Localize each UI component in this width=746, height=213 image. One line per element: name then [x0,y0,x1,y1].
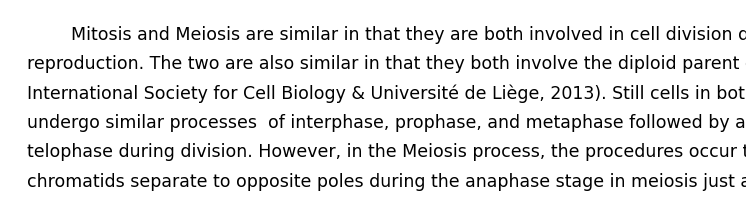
Text: chromatids separate to opposite poles during the anaphase stage in meiosis just : chromatids separate to opposite poles du… [28,173,746,191]
Text: reproduction. The two are also similar in that they both involve the diploid par: reproduction. The two are also similar i… [28,55,746,73]
Text: International Society for Cell Biology & Université de Liège, 2013). Still cells: International Society for Cell Biology &… [28,84,746,103]
Text: telophase during division. However, in the Meiosis process, the procedures occur: telophase during division. However, in t… [28,143,746,161]
Text: undergo similar processes  of interphase, prophase, and metaphase followed by an: undergo similar processes of interphase,… [28,114,746,132]
Text: Mitosis and Meiosis are similar in that they are both involved in cell division : Mitosis and Meiosis are similar in that … [28,26,746,44]
